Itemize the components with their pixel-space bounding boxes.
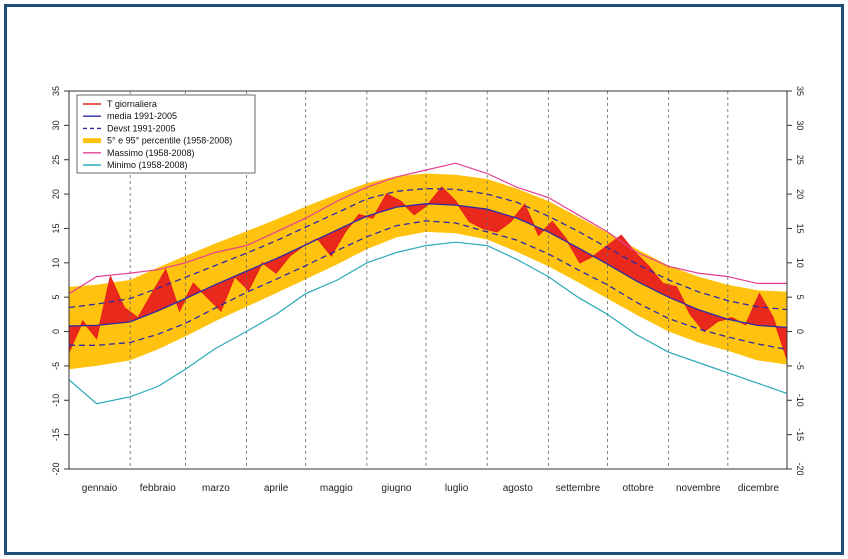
y-tick-label-left: 20: [51, 189, 61, 199]
legend-box: [76, 94, 256, 174]
y-tick-label-left: -5: [51, 362, 61, 370]
legend-entry: Devst 1991-2005: [107, 123, 176, 133]
y-tick-label-right: 0: [795, 329, 805, 334]
x-month-label: maggio: [320, 483, 353, 494]
y-tick-label-left: 35: [51, 86, 61, 96]
y-tick-label-right: -15: [795, 428, 805, 441]
y-tick-label-left: 0: [51, 329, 61, 334]
x-month-label: marzo: [202, 483, 230, 494]
x-month-label: gennaio: [82, 483, 118, 494]
x-month-label: agosto: [503, 483, 533, 494]
y-tick-label-left: 25: [51, 155, 61, 165]
x-month-label: giugno: [381, 483, 411, 494]
y-tick-label-right: -20: [795, 462, 805, 475]
legend-entry: Massimo (1958-2008): [107, 148, 195, 158]
y-tick-label-left: 15: [51, 223, 61, 233]
x-month-label: luglio: [445, 483, 469, 494]
y-tick-label-right: 25: [795, 155, 805, 165]
chart-frame: -20 -20 -15 -15 -10 -10 -5 -5 0 0 5 5 10 10 15 15 20 20 25…: [4, 4, 844, 555]
plot-box: [68, 90, 788, 470]
legend-entry: T giornaliera: [107, 99, 157, 109]
temperature-chart: -20 -20 -15 -15 -10 -10 -5 -5 0 0 5 5 10 10 15 15 20 20 25…: [51, 86, 805, 494]
legend-entry: 5° e 95° percentile (1958-2008): [107, 136, 232, 146]
x-month-label: settembre: [556, 483, 601, 494]
y-tick-label-right: 5: [795, 295, 805, 300]
y-tick-label-left: -15: [51, 428, 61, 441]
y-tick-label-left: 10: [51, 258, 61, 268]
y-tick-label-left: -10: [51, 394, 61, 407]
devst-upper-line: [68, 187, 788, 311]
legend-entry: media 1991-2005: [107, 111, 177, 121]
y-tick-label-left: 30: [51, 120, 61, 130]
min-line: [68, 241, 788, 405]
x-month-label: febbraio: [140, 483, 177, 494]
percentile-band: [69, 173, 787, 370]
y-tick-label-left: -20: [51, 462, 61, 475]
y-tick-label-right: 10: [795, 258, 805, 268]
x-month-label: dicembre: [738, 483, 780, 494]
y-tick-label-left: 5: [51, 295, 61, 300]
devst-lower-line: [69, 220, 788, 351]
y-tick-label-right: 30: [795, 120, 805, 130]
y-tick-label-right: 35: [795, 86, 805, 96]
x-month-label: ottobre: [623, 483, 655, 494]
x-month-label: novembre: [676, 483, 721, 494]
mean-line: [68, 203, 788, 329]
x-month-label: aprile: [264, 483, 289, 494]
y-tick-label-right: 15: [795, 223, 805, 233]
y-tick-label-right: -5: [795, 362, 805, 370]
y-tick-label-right: 20: [795, 189, 805, 199]
daily-temperature-area: [69, 187, 787, 359]
max-line: [68, 162, 787, 295]
legend-entry: Minimo (1958-2008): [107, 160, 188, 170]
y-tick-label-right: -10: [795, 394, 805, 407]
